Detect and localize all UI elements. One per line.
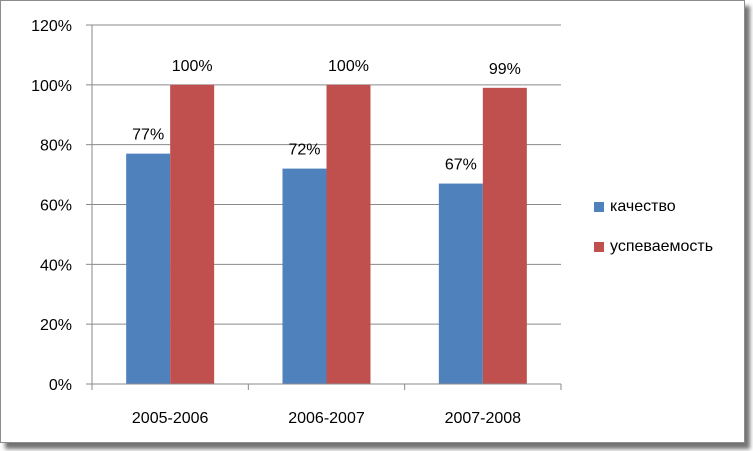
x-tick-label: 2006-2007 [288, 410, 365, 427]
data-label: 100% [172, 58, 213, 75]
legend-swatch-quality [594, 202, 604, 212]
y-tick-label: 40% [40, 257, 72, 274]
y-tick-label: 60% [40, 198, 72, 215]
legend-label-progress: успеваемость [610, 238, 714, 255]
chart-frame: 0% 20% 40% 60% 80% 100% 120% 77% 100% 2005-2006 72… [0, 0, 745, 443]
bar-progress [482, 87, 527, 384]
legend-swatch-progress [594, 242, 604, 252]
y-tick-label: 20% [40, 317, 72, 334]
data-label: 77% [132, 127, 164, 144]
bar-quality [438, 183, 483, 384]
y-tick-label: 100% [31, 78, 72, 95]
y-tick-label: 0% [49, 377, 72, 394]
bar-progress [170, 84, 215, 384]
legend-item-progress: успеваемость [594, 237, 713, 257]
legend-item-quality: качество [594, 197, 713, 217]
bar-quality [126, 153, 171, 384]
legend-label-quality: качество [610, 198, 676, 215]
y-tick-label: 120% [31, 18, 72, 35]
data-label: 72% [288, 142, 320, 159]
y-tick-label: 80% [40, 138, 72, 155]
bar-quality [282, 168, 327, 384]
bar-chart: 0% 20% 40% 60% 80% 100% 120% 77% 100% 2005-2006 72… [31, 18, 562, 427]
data-label: 100% [328, 58, 369, 75]
legend: качество успеваемость [594, 197, 713, 277]
data-label: 99% [489, 61, 521, 78]
bar-progress [326, 84, 371, 384]
x-tick-label: 2007-2008 [445, 410, 522, 427]
data-label: 67% [445, 157, 477, 174]
x-tick-label: 2005-2006 [132, 410, 209, 427]
